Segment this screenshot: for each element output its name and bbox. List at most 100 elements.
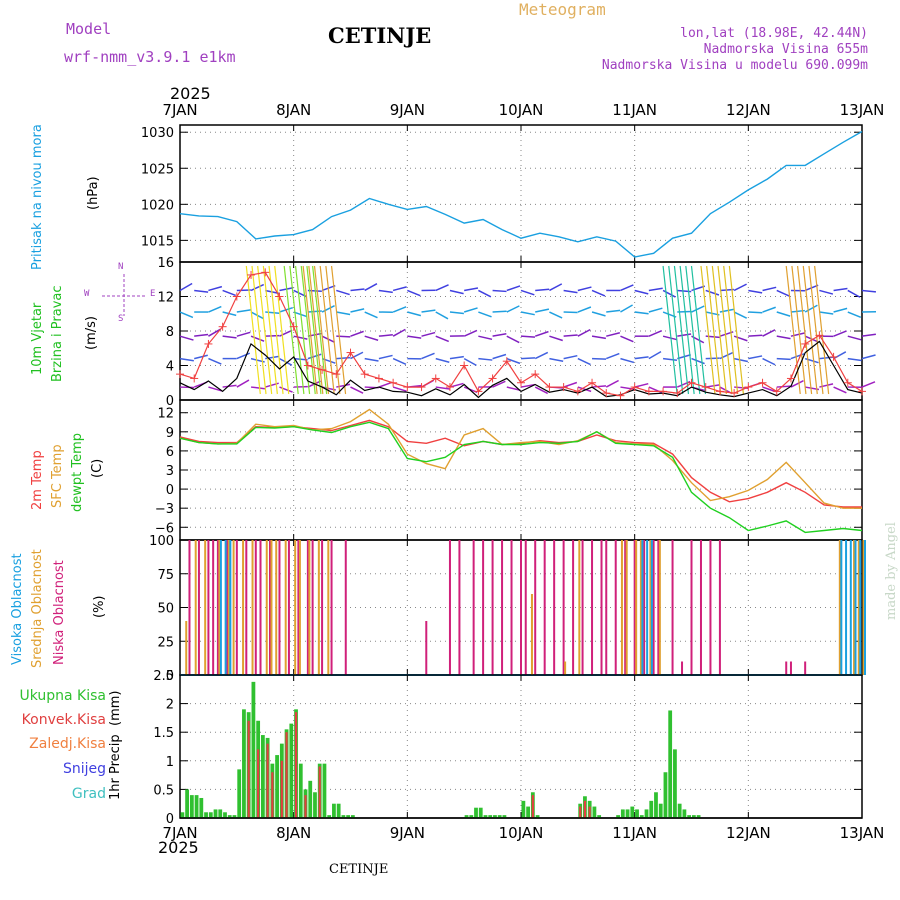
wind-arrow <box>606 309 621 313</box>
wind-arrow <box>833 330 847 337</box>
wind-arrow <box>435 311 449 320</box>
cloud-bar <box>553 540 556 675</box>
cloud-bar <box>259 540 262 675</box>
precip-bar <box>639 815 644 818</box>
cloud-bar <box>321 540 324 675</box>
year-top: 2025 <box>170 84 211 103</box>
wind-arrow <box>847 289 861 298</box>
cloud-bar <box>297 540 300 675</box>
precip-bar <box>218 809 223 818</box>
precip-bar <box>625 809 630 818</box>
wind-arrow <box>563 381 578 388</box>
wind-arrow <box>407 289 421 297</box>
wind-arrow <box>847 311 862 318</box>
wind-arrow <box>279 386 293 393</box>
cloud-bar <box>232 540 235 675</box>
wind-arrow <box>861 289 877 293</box>
wind-arrow <box>364 283 378 292</box>
precip-bar <box>649 800 654 818</box>
wind-arrow <box>449 289 464 295</box>
cloud-bar <box>284 540 287 675</box>
cloud-bar <box>472 540 475 675</box>
ytick-label: 4 <box>166 360 174 375</box>
precip-bar <box>247 720 250 818</box>
wind-arrow <box>620 304 633 313</box>
ytick-label: 1 <box>166 755 174 770</box>
cloud-bar <box>658 540 661 675</box>
precip-bar <box>232 815 237 818</box>
wind-gust <box>668 265 684 395</box>
precip-bar <box>227 815 232 818</box>
precip-bar <box>327 815 332 818</box>
wind-arrow <box>861 354 876 360</box>
cloud-bar <box>641 540 644 675</box>
wind-arrow <box>364 357 379 362</box>
wind-gust <box>312 265 328 395</box>
wind-gust <box>245 265 261 395</box>
precip-bar <box>280 760 283 818</box>
wind-arrow <box>776 335 791 340</box>
wind-gust <box>814 265 830 395</box>
wind-gust <box>808 265 824 395</box>
wind-arrow <box>605 379 619 388</box>
ytick-label: 1.5 <box>153 726 174 741</box>
cloud-bar <box>224 540 227 675</box>
cloud-bar <box>699 540 702 675</box>
cloud-bar <box>671 540 674 675</box>
cloud-bar <box>543 540 546 675</box>
wind-arrow <box>421 331 436 337</box>
cloud-bar <box>853 540 856 675</box>
cloud-bar <box>448 540 451 675</box>
wind-arrow <box>321 357 336 364</box>
precip-bar <box>199 797 204 818</box>
precip-bar <box>350 815 355 818</box>
ytick-label: −6 <box>155 521 174 536</box>
wind-arrow <box>776 385 791 388</box>
wind-arrow <box>776 357 791 361</box>
precip-bar <box>185 789 189 818</box>
cloud-bar <box>520 540 522 675</box>
precip-bar <box>588 806 591 818</box>
wind-arrow <box>577 286 592 292</box>
wind-arrow <box>776 289 790 297</box>
wind-arrow <box>435 335 450 343</box>
wind-arrow <box>549 283 563 292</box>
xtick-label-bottom: 8JAN <box>276 824 311 842</box>
ytick-label: 6 <box>166 445 174 460</box>
cloud-bar <box>275 540 278 675</box>
precip-bar <box>583 800 587 818</box>
cloud-bar <box>311 540 314 675</box>
wind-gust <box>289 265 305 395</box>
wind-arrow <box>179 311 194 319</box>
wind-gust <box>685 265 701 395</box>
precip-bar <box>579 806 582 818</box>
wind-arrow <box>748 289 763 294</box>
wind-arrow <box>620 284 634 292</box>
wind-arrow <box>634 289 649 295</box>
wind-gust <box>268 265 284 395</box>
wind-arrow <box>662 335 677 341</box>
elevation: Nadmorska Visina 655m <box>703 42 868 57</box>
wind-arrow <box>534 386 549 395</box>
cloud-bar <box>849 540 852 675</box>
wind-arrow <box>762 306 776 313</box>
wind-arrow <box>662 357 678 362</box>
wind-arrow <box>421 352 435 360</box>
cloud-bar <box>308 540 311 675</box>
ytick-label: 0 <box>166 812 174 827</box>
wind-gust <box>796 265 813 395</box>
wind-arrow <box>250 386 266 390</box>
precip-bar <box>597 815 602 818</box>
wind-arrow <box>506 285 521 292</box>
wind-arrow <box>250 283 265 292</box>
precip-bar <box>696 815 701 818</box>
wind-gust <box>308 265 324 395</box>
cloud-bar <box>857 540 860 675</box>
cloud-bar <box>317 540 320 675</box>
model-name: wrf-nmm_v3.9.1 e1km <box>64 48 236 66</box>
wind-gust <box>251 265 267 395</box>
wind-arrow <box>407 335 422 339</box>
wind-arrow <box>449 355 464 360</box>
wind-arrow <box>535 308 550 313</box>
